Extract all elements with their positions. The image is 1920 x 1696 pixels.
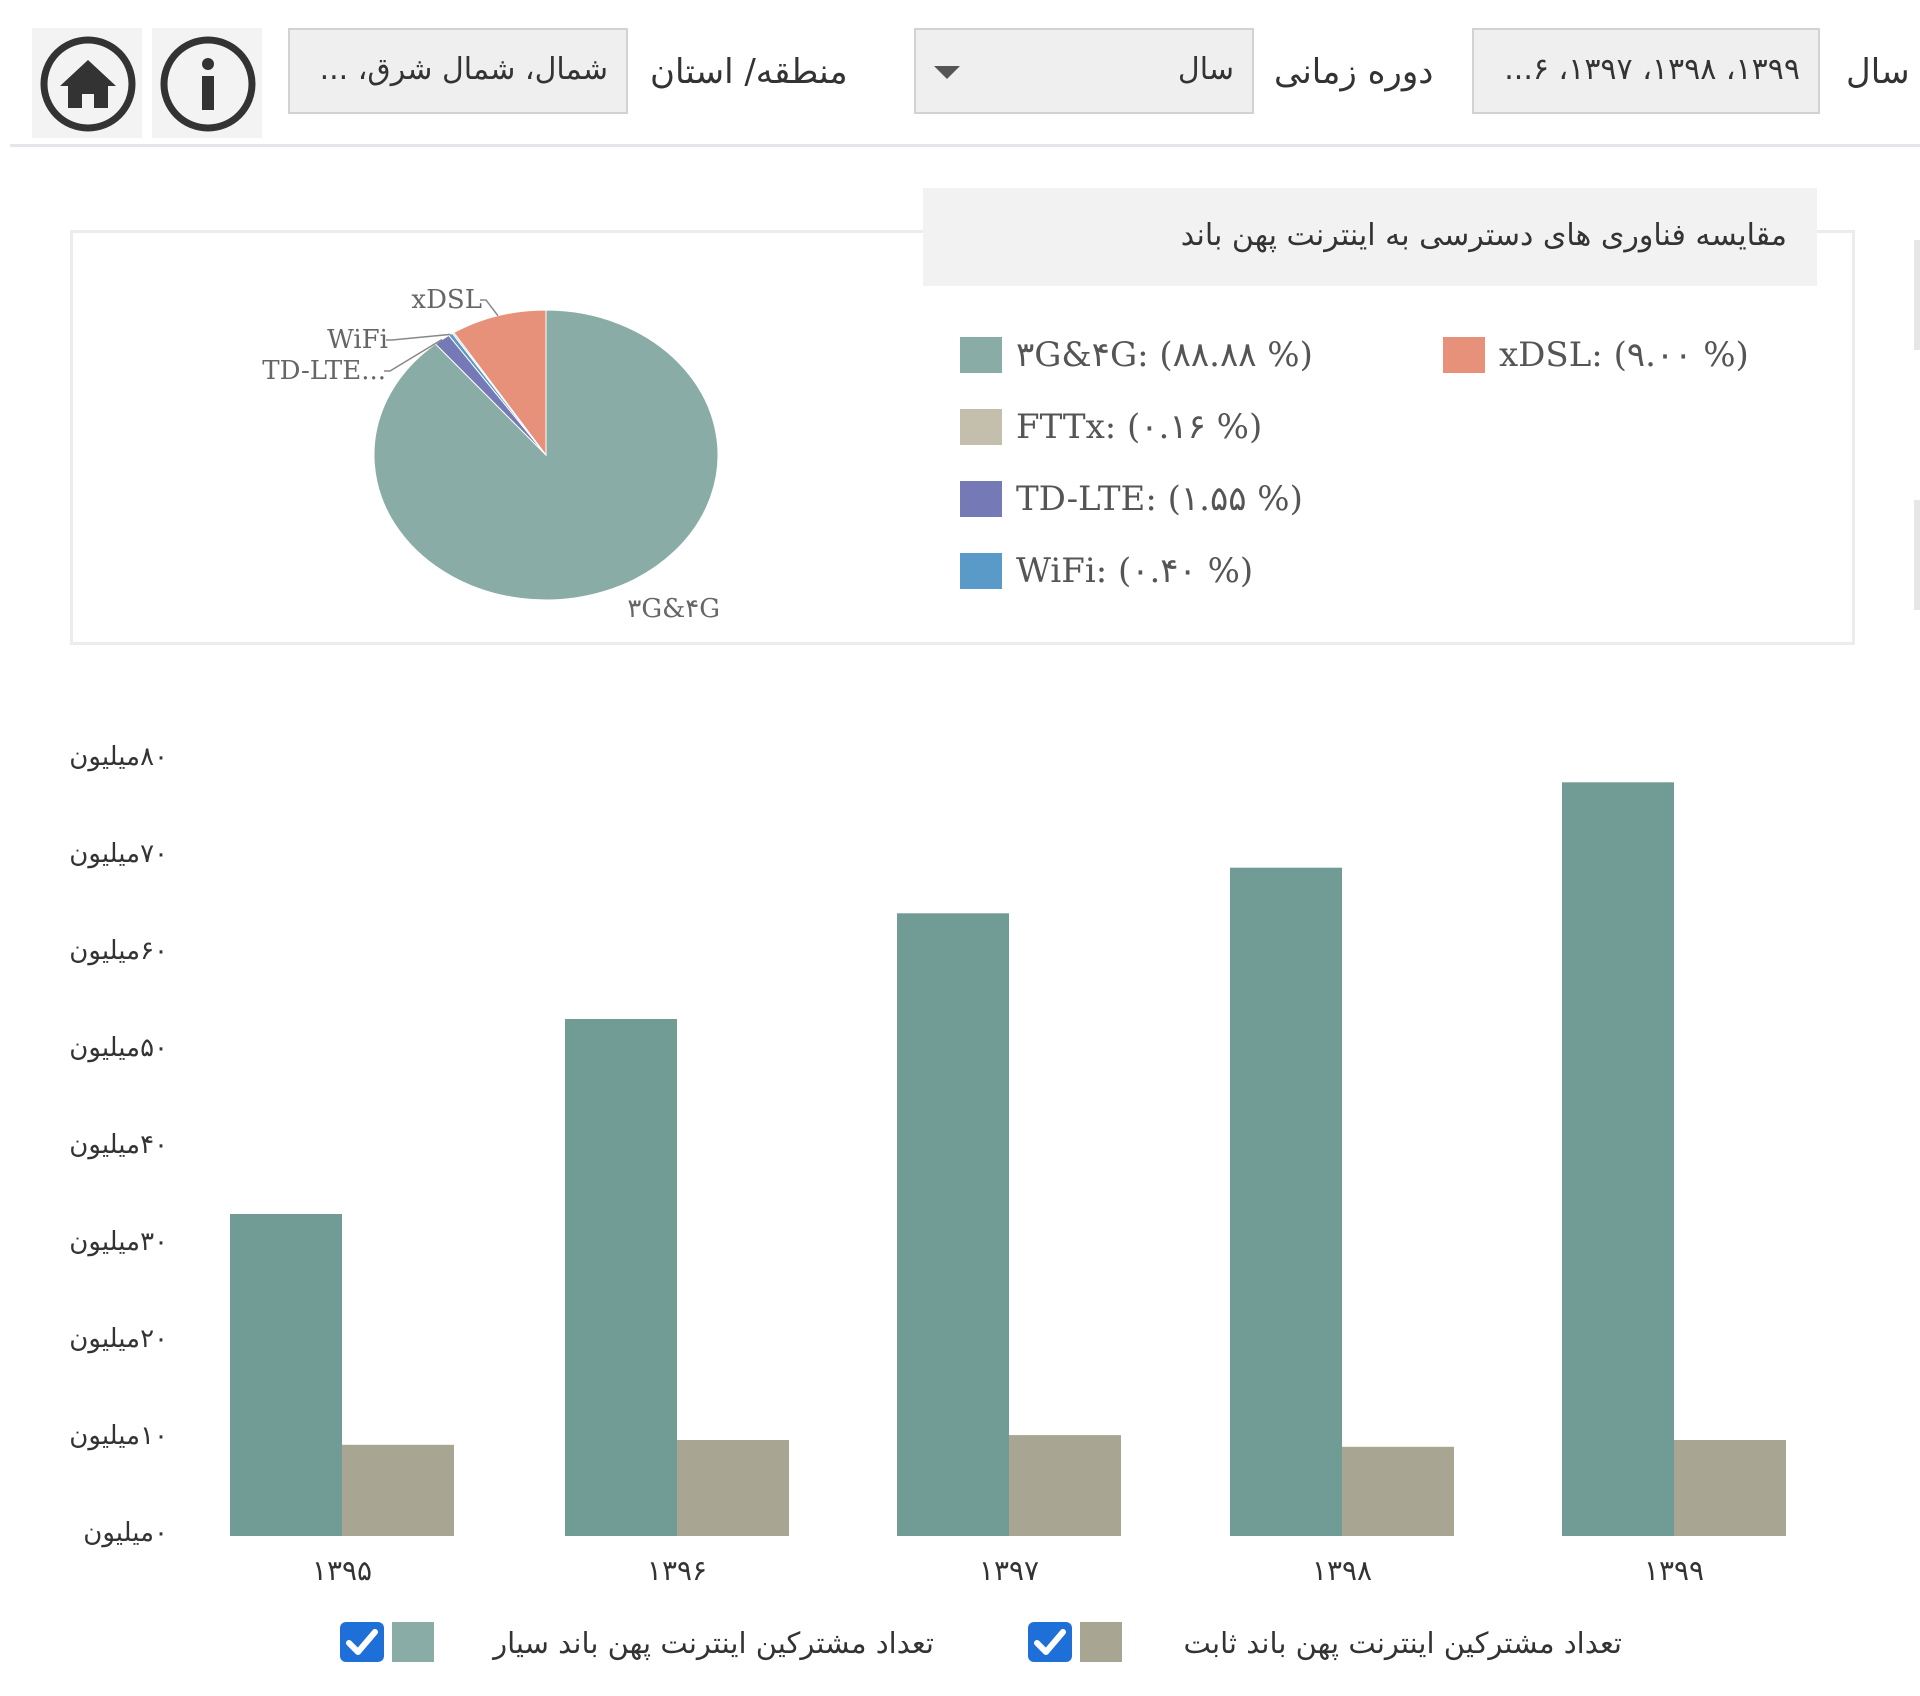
bar-fixed-4 bbox=[1674, 1440, 1786, 1536]
pie-legend-item[interactable]: xDSL: (۹.۰۰ %) bbox=[1443, 333, 1749, 375]
x-tick-label: ۱۳۹۷ bbox=[979, 1554, 1039, 1587]
info-button[interactable] bbox=[152, 28, 262, 138]
pie-slice--g-g bbox=[373, 309, 719, 601]
y-tick-label: ۰میلیون bbox=[83, 1518, 168, 1548]
pie-legend-swatch bbox=[960, 409, 1002, 445]
bar-fixed-3 bbox=[1342, 1446, 1454, 1536]
pie-leader-line bbox=[480, 299, 499, 317]
x-tick-label: ۱۳۹۶ bbox=[647, 1554, 707, 1587]
x-tick-label: ۱۳۹۵ bbox=[312, 1554, 372, 1587]
y-tick-label: ۸۰میلیون bbox=[69, 742, 168, 772]
y-tick-label: ۴۰میلیون bbox=[69, 1130, 168, 1160]
pie-legend-label: xDSL: (۹.۰۰ %) bbox=[1499, 335, 1749, 375]
chevron-down-icon bbox=[934, 66, 960, 79]
pie-legend-item[interactable]: ۳G&۴G: (۸۸.۸۸ %) bbox=[960, 333, 1313, 375]
x-tick-label: ۱۳۹۹ bbox=[1644, 1554, 1704, 1587]
period-label: دوره زمانی bbox=[1274, 52, 1434, 92]
pie-label: TD-LTE... bbox=[262, 356, 386, 386]
pie-legend-item[interactable]: FTTx: (۰.۱۶ %) bbox=[960, 405, 1262, 447]
pie-leader-line bbox=[386, 333, 451, 341]
year-label: سال bbox=[1846, 52, 1910, 92]
pie-label: xDSL bbox=[411, 285, 482, 315]
y-tick-label: ۳۰میلیون bbox=[69, 1227, 168, 1257]
pie-chart-title: مقایسه فناوری های دسترسی به اینترنت پهن … bbox=[1180, 218, 1787, 253]
pie-legend-label: ۳G&۴G: (۸۸.۸۸ %) bbox=[1016, 335, 1313, 375]
period-select[interactable]: سال bbox=[914, 28, 1254, 114]
legend-swatch-mobile bbox=[392, 1622, 434, 1662]
bar-fixed-1 bbox=[677, 1440, 789, 1536]
check-icon bbox=[1034, 1629, 1066, 1655]
legend-item-mobile[interactable]: تعداد مشترکین اینترنت پهن باند سیار bbox=[340, 1622, 940, 1666]
pie-label: ۳G&۴G bbox=[627, 594, 720, 624]
pie-legend-item[interactable]: TD-LTE: (۱.۵۵ %) bbox=[960, 477, 1303, 519]
y-tick-label: ۲۰میلیون bbox=[69, 1324, 168, 1354]
panel-edge bbox=[1914, 240, 1920, 350]
year-select-value: ۱۳۹۹، ۱۳۹۸، ۱۳۹۷، ۶... bbox=[1504, 52, 1800, 87]
bar-mobile-0 bbox=[230, 1214, 342, 1536]
period-select-value: سال bbox=[1177, 52, 1234, 87]
checkbox-mobile[interactable] bbox=[340, 1622, 384, 1662]
info-icon bbox=[160, 36, 256, 132]
legend-item-fixed[interactable]: تعداد مشترکین اینترنت پهن باند ثابت bbox=[1028, 1622, 1628, 1666]
y-tick-label: ۶۰میلیون bbox=[69, 936, 168, 966]
checkbox-fixed[interactable] bbox=[1028, 1622, 1072, 1662]
pie-chart: ۳G&۴G xDSL TD-LTE...WiFi bbox=[262, 285, 720, 624]
pie-chart-title-box: مقایسه فناوری های دسترسی به اینترنت پهن … bbox=[923, 188, 1817, 286]
x-tick-label: ۱۳۹۸ bbox=[1312, 1554, 1372, 1587]
pie-legend-item[interactable]: WiFi: (۰.۴۰ %) bbox=[960, 549, 1253, 591]
region-label: منطقه/ استان bbox=[650, 52, 848, 92]
filter-toolbar: شمال، شمال شرق، ... منطقه/ استان سال دور… bbox=[0, 0, 1920, 148]
y-tick-label: ۱۰میلیون bbox=[69, 1421, 168, 1451]
year-select[interactable]: ۱۳۹۹، ۱۳۹۸، ۱۳۹۷، ۶... bbox=[1472, 28, 1820, 114]
y-tick-label: ۷۰میلیون bbox=[69, 839, 168, 869]
check-icon bbox=[346, 1629, 378, 1655]
bar-fixed-2 bbox=[1009, 1435, 1121, 1536]
y-tick-label: ۵۰میلیون bbox=[69, 1033, 168, 1063]
pie-legend-label: FTTx: (۰.۱۶ %) bbox=[1016, 407, 1263, 447]
bar-mobile-2 bbox=[897, 913, 1009, 1536]
bar-mobile-3 bbox=[1230, 867, 1342, 1536]
pie-leader-line bbox=[384, 338, 443, 372]
bar-mobile-4 bbox=[1562, 782, 1674, 1536]
pie-label: WiFi bbox=[327, 325, 388, 355]
home-icon bbox=[40, 36, 136, 132]
legend-label-fixed: تعداد مشترکین اینترنت پهن باند ثابت bbox=[1183, 1626, 1622, 1660]
legend-label-mobile: تعداد مشترکین اینترنت پهن باند سیار bbox=[493, 1626, 934, 1660]
legend-swatch-fixed bbox=[1080, 1622, 1122, 1662]
bar-fixed-0 bbox=[342, 1444, 454, 1536]
toolbar-divider bbox=[10, 144, 1920, 147]
pie-legend-swatch bbox=[1443, 337, 1485, 373]
region-select-value: شمال، شمال شرق، ... bbox=[319, 52, 608, 87]
region-select[interactable]: شمال، شمال شرق، ... bbox=[288, 28, 628, 114]
pie-legend-label: TD-LTE: (۱.۵۵ %) bbox=[1016, 479, 1303, 519]
panel-edge bbox=[1914, 500, 1920, 610]
bar-mobile-1 bbox=[565, 1019, 677, 1536]
pie-legend-swatch bbox=[960, 337, 1002, 373]
pie-legend-label: WiFi: (۰.۴۰ %) bbox=[1016, 551, 1254, 591]
pie-legend-swatch bbox=[960, 553, 1002, 589]
pie-slice-xdsl bbox=[453, 309, 547, 457]
pie-legend-swatch bbox=[960, 481, 1002, 517]
home-button[interactable] bbox=[32, 28, 142, 138]
